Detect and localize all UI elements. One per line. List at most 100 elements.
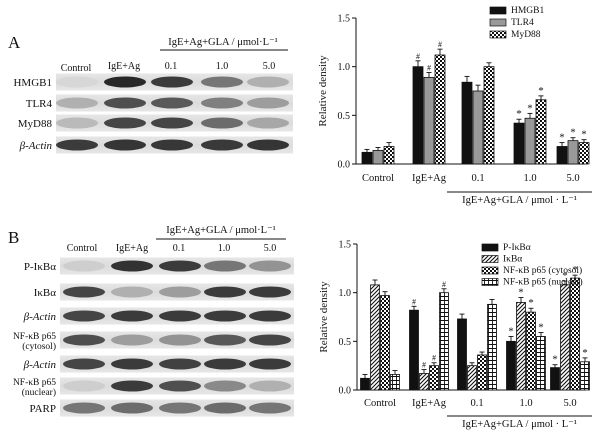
bar — [550, 367, 560, 391]
category-label: Control — [364, 398, 396, 409]
blot-band — [111, 358, 153, 370]
bar — [439, 292, 449, 391]
blot-row-label: (nuclear) — [22, 387, 56, 398]
blot-row-label: β-Actin — [23, 359, 57, 371]
legend-label: NF-κB p65 (cytosol) — [503, 265, 582, 276]
category-label: 0.1 — [471, 173, 484, 184]
blot-a-lane-10: 1.0 — [216, 61, 229, 72]
blot-band — [151, 139, 193, 151]
blot-band — [159, 402, 201, 414]
bar — [409, 309, 419, 391]
blot-band — [151, 117, 193, 129]
significance-mark: * — [552, 354, 558, 366]
y-tick-label: 0.0 — [338, 160, 351, 171]
blot-row-label: TLR4 — [26, 98, 53, 110]
bar — [380, 295, 390, 391]
blot-band — [56, 76, 98, 88]
legend-swatch — [489, 6, 507, 15]
bar — [370, 284, 380, 391]
bar — [423, 76, 435, 165]
blot-row-label: PARP — [29, 403, 56, 415]
legend-label: HMGB1 — [511, 6, 545, 16]
bar — [472, 90, 484, 165]
blot-row-label: P-IκBα — [24, 261, 56, 273]
y-tick-label: 0.5 — [338, 111, 351, 122]
blot-b-group-label: IgE+Ag+GLA / μmol·L⁻¹ — [166, 225, 276, 236]
blot-a-lane-ige: IgE+Ag — [108, 61, 140, 72]
blot-a-image — [56, 73, 293, 154]
significance-mark: * — [559, 132, 565, 144]
blot-band — [111, 334, 153, 346]
blot-row-label: NF-κB p65 — [13, 378, 56, 388]
blot-band — [104, 117, 146, 129]
blot-band — [201, 97, 243, 109]
blot-row-label: β-Actin — [23, 311, 57, 323]
bar — [467, 365, 477, 391]
legend-swatch — [481, 255, 499, 263]
blot-band — [204, 380, 246, 392]
blot-band — [247, 117, 289, 129]
significance-mark: * — [538, 322, 544, 334]
blot-band — [249, 358, 291, 370]
blot-band — [247, 76, 289, 88]
blot-band — [201, 139, 243, 151]
significance-mark: # — [427, 64, 431, 73]
significance-mark: # — [438, 40, 442, 49]
legend-swatch — [481, 266, 499, 275]
category-label: 5.0 — [566, 173, 579, 184]
significance-mark: * — [527, 102, 533, 114]
bar — [513, 122, 525, 165]
blot-band — [159, 358, 201, 370]
bar — [483, 66, 495, 165]
blot-band — [63, 334, 105, 346]
legend-swatch — [489, 30, 507, 39]
bar — [412, 66, 424, 165]
blot-band — [249, 260, 291, 272]
significance-mark: * — [570, 127, 576, 139]
blot-row-label: NF-κB p65 — [13, 332, 56, 342]
legend-label: TLR4 — [511, 18, 534, 28]
category-label: Control — [362, 173, 394, 184]
bar — [434, 54, 446, 165]
blot-band — [201, 117, 243, 129]
blot-band — [63, 380, 105, 392]
bar — [487, 303, 497, 391]
bar — [383, 146, 395, 165]
blot-band — [159, 260, 201, 272]
bar — [372, 149, 384, 165]
legend-label: IκBα — [503, 255, 522, 265]
blot-band — [159, 310, 201, 322]
blot-row-label: IκBα — [34, 287, 57, 299]
bar — [560, 284, 570, 391]
bar — [556, 146, 568, 165]
significance-mark: * — [562, 270, 568, 282]
blot-band — [204, 358, 246, 370]
bar — [360, 377, 370, 391]
significance-mark: * — [572, 264, 578, 276]
blot-band — [111, 260, 153, 272]
blot-band — [247, 97, 289, 109]
blot-band — [201, 76, 243, 88]
significance-mark: * — [508, 325, 514, 337]
bar — [419, 373, 429, 391]
blot-band — [204, 286, 246, 298]
y-tick-label: 1.0 — [339, 288, 352, 299]
significance-mark: # — [416, 52, 420, 61]
blot-b-lane-ige: IgE+Ag — [116, 243, 148, 254]
category-label: IgE+Ag — [412, 398, 447, 409]
blot-band — [111, 286, 153, 298]
blot-b-lane-50: 5.0 — [264, 243, 277, 254]
significance-mark: # — [412, 297, 416, 306]
chart-b: 0.0 0.5 1.0 1.5 Relative density Control # # # # I… — [318, 240, 592, 430]
significance-mark: # — [422, 361, 426, 370]
bar — [535, 99, 547, 165]
significance-mark: * — [582, 347, 588, 359]
legend-swatch — [481, 278, 499, 286]
bar — [477, 354, 487, 391]
blot-band — [63, 286, 105, 298]
blot-b-lane-01: 0.1 — [173, 243, 186, 254]
bar — [429, 365, 439, 391]
bar — [506, 340, 516, 391]
bar — [526, 311, 536, 391]
